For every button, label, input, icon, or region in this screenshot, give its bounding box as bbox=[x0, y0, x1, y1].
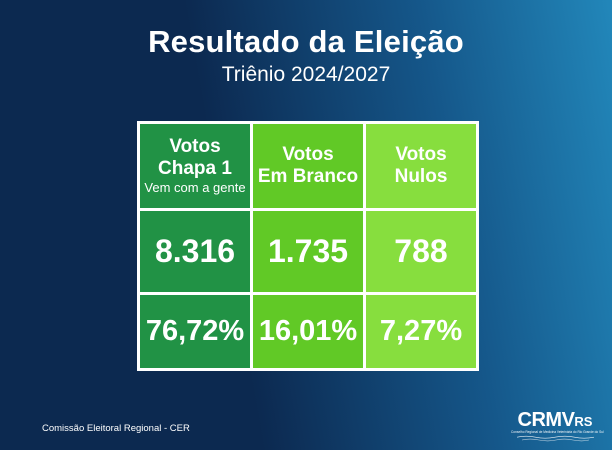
count-value: 788 bbox=[394, 233, 448, 270]
votes-count-chapa1: 8.316 bbox=[140, 211, 250, 292]
header-votos-label: Votos bbox=[395, 144, 447, 166]
logo-tagline: Conselho Regional de Medicina Veterinári… bbox=[511, 429, 604, 434]
logo-region-suffix: RS bbox=[574, 413, 593, 429]
header-votos-label: Votos bbox=[282, 144, 334, 166]
slide-title: Resultado da Eleição bbox=[148, 24, 464, 59]
column-header-em-branco: Votos Em Branco bbox=[253, 124, 363, 208]
header-em-branco-label: Em Branco bbox=[257, 166, 359, 187]
header-votos-label: Votos bbox=[169, 135, 221, 157]
results-table: Votos Chapa 1 Vem com a gente Votos Em B… bbox=[137, 121, 479, 371]
column-header-nulos: Votos Nulos bbox=[366, 124, 476, 208]
votes-count-em-branco: 1.735 bbox=[253, 211, 363, 292]
slide-subtitle: Triênio 2024/2027 bbox=[221, 63, 391, 86]
percent-value: 7,27% bbox=[379, 314, 463, 347]
count-value: 8.316 bbox=[154, 233, 236, 270]
header-chapa1-label: Chapa 1 bbox=[158, 157, 232, 179]
column-header-chapa1: Votos Chapa 1 Vem com a gente bbox=[140, 124, 250, 208]
logo-main-text: CRMV bbox=[517, 408, 575, 431]
title-block: Resultado da Eleição Triênio 2024/2027 bbox=[0, 24, 612, 87]
votes-count-nulos: 788 bbox=[366, 211, 476, 292]
header-chapa1-slogan: Vem com a gente bbox=[144, 180, 246, 196]
percent-value: 76,72% bbox=[145, 314, 245, 347]
crmv-rs-logo: CRMVRS Conselho Regional de Medicina Vet… bbox=[511, 410, 604, 442]
committee-label: Comissão Eleitoral Regional - CER bbox=[42, 423, 190, 434]
votes-percent-em-branco: 16,01% bbox=[253, 295, 363, 368]
logo-wordmark: CRMVRS bbox=[511, 410, 599, 430]
header-nulos-label: Nulos bbox=[394, 166, 448, 187]
votes-percent-nulos: 7,27% bbox=[366, 295, 476, 368]
count-value: 1.735 bbox=[267, 233, 349, 270]
waves-icon bbox=[511, 435, 599, 442]
votes-percent-chapa1: 76,72% bbox=[140, 295, 250, 368]
percent-value: 16,01% bbox=[258, 314, 358, 347]
